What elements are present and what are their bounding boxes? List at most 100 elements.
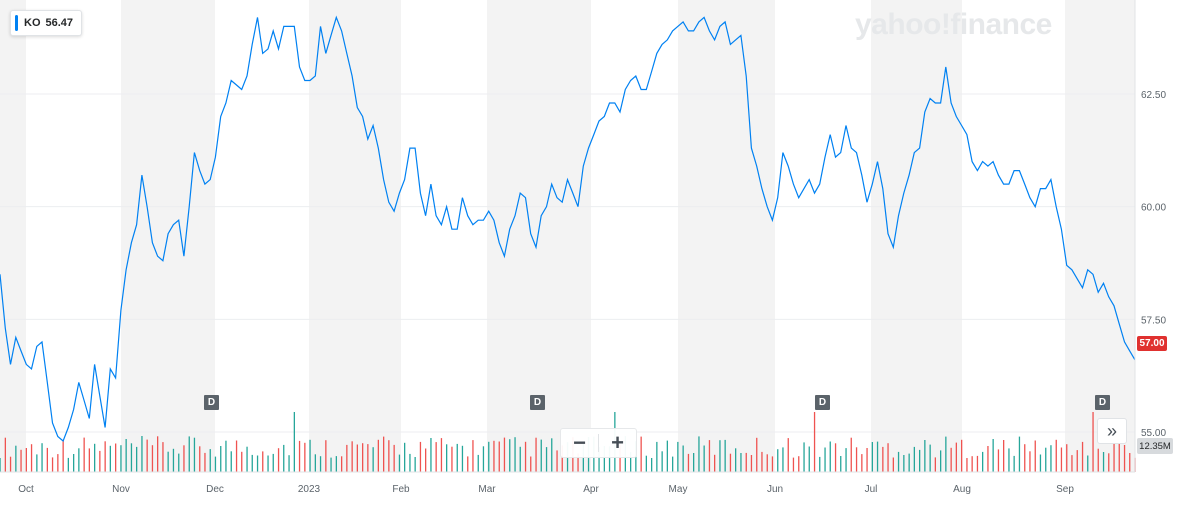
volume-bar [934, 457, 936, 472]
zoom-out-button[interactable]: − [573, 430, 586, 455]
volume-bar [451, 446, 453, 472]
volume-bar [509, 439, 511, 472]
y-tick-label: 55.00 [1141, 428, 1166, 439]
volume-bar [446, 444, 448, 472]
volume-bar [425, 448, 427, 472]
volume-bar [141, 436, 143, 472]
volume-bar [440, 438, 443, 472]
volume-bar [829, 441, 831, 472]
volume-bar [903, 455, 905, 472]
volume-bar [46, 447, 48, 472]
y-axis-ticks: 62.50 60.00 57.50 55.00 [1141, 90, 1166, 439]
series-color-indicator [15, 15, 18, 31]
month-band [1065, 0, 1135, 472]
volume-bar [488, 441, 490, 472]
volume-bar [1055, 439, 1057, 472]
volume-bar [356, 444, 358, 472]
volume-bar [1066, 444, 1068, 472]
volume-bar [288, 455, 290, 472]
x-tick-label: Mar [478, 484, 496, 495]
dividend-marker[interactable]: D [1095, 395, 1110, 410]
volume-bar [651, 458, 653, 472]
volume-bar [498, 441, 500, 472]
volume-bar [461, 445, 464, 472]
volume-bar [183, 445, 185, 472]
volume-bar [992, 439, 994, 472]
volume-bar [398, 454, 401, 472]
zoom-controls: − + [560, 428, 637, 458]
volume-bar [545, 447, 548, 472]
volume-bar [777, 449, 779, 472]
volume-bar [603, 446, 605, 472]
volume-bar [193, 437, 196, 472]
volume-bar [503, 437, 506, 472]
volume-bar [120, 445, 122, 472]
volume-bar [430, 438, 432, 472]
volume-bar [272, 453, 274, 472]
volume-bar [351, 441, 353, 472]
volume-bar [362, 443, 364, 472]
volume-bar [803, 442, 805, 472]
volume-bar [1087, 455, 1089, 472]
y-tick-label: 57.50 [1141, 315, 1166, 326]
x-tick-label: Oct [18, 484, 34, 495]
volume-bar [771, 456, 774, 472]
x-tick-label: Aug [953, 484, 971, 495]
volume-bar [687, 453, 690, 472]
volume-bar [283, 444, 285, 472]
volume-bar [693, 453, 695, 472]
volume-bar [656, 441, 658, 472]
volume-bar [372, 447, 374, 472]
volume-bar [703, 445, 705, 472]
volume-bar [897, 451, 900, 472]
volume-bar [9, 456, 12, 472]
volume-bar [887, 443, 889, 472]
volume-bar [924, 440, 926, 472]
volume-bar [792, 457, 795, 472]
volume-bar [1123, 445, 1126, 472]
x-tick-label: 2023 [298, 484, 321, 495]
x-tick-label: Jun [767, 484, 783, 495]
volume-bar [971, 456, 973, 472]
volume-bar [714, 454, 716, 472]
volume-bar [25, 448, 27, 472]
volume-bar [209, 449, 211, 472]
volume-bar [256, 455, 259, 472]
volume-bar [1034, 440, 1036, 472]
volume-bar [493, 440, 495, 472]
scroll-to-latest-button[interactable]: » [1097, 418, 1127, 444]
volume-bar [961, 439, 963, 472]
volume-bar [309, 439, 311, 472]
volume-bar [293, 412, 295, 472]
volume-bar [987, 446, 989, 472]
volume-bar [330, 457, 332, 472]
zoom-in-button[interactable]: + [611, 430, 624, 455]
volume-bar [414, 457, 416, 472]
volume-bar [892, 457, 894, 472]
volume-bar [1097, 448, 1099, 472]
x-tick-label: Sep [1056, 484, 1074, 495]
last-price-label: 57.00 [1137, 336, 1167, 351]
volume-bar [1118, 440, 1120, 472]
volume-bar [1113, 440, 1115, 472]
volume-bar [677, 441, 679, 472]
volume-bar [78, 448, 80, 472]
dividend-marker[interactable]: D [204, 395, 219, 410]
volume-bar [262, 451, 264, 472]
ticker-badge[interactable]: KO 56.47 [10, 10, 83, 36]
volume-bar [88, 448, 90, 472]
volume-bar [325, 440, 327, 472]
month-band [309, 0, 401, 472]
volume-bar [740, 453, 742, 472]
volume-bar [130, 443, 133, 472]
volume-bar [766, 454, 768, 472]
volume-bar [1081, 441, 1084, 472]
volume-bar [813, 412, 816, 472]
x-tick-label: Jul [865, 484, 878, 495]
dividend-marker[interactable]: D [530, 395, 545, 410]
volume-bar [393, 444, 395, 472]
volume-bar [235, 440, 238, 472]
volume-bar [945, 436, 947, 472]
dividend-marker[interactable]: D [815, 395, 830, 410]
volume-bar [482, 446, 485, 472]
